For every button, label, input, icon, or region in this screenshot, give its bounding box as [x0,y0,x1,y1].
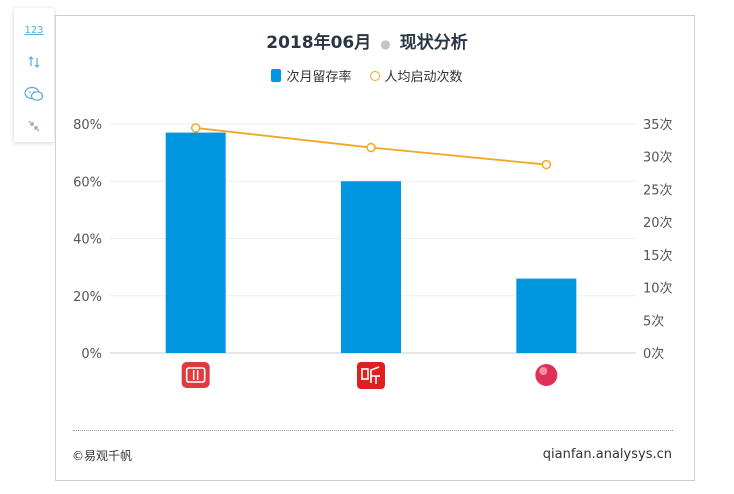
y-left-tick-label: 20% [73,290,102,305]
app-logo-3-icon [535,364,558,386]
legend-item-launches[interactable]: 人均启动次数 [369,66,463,85]
bar [165,132,226,353]
collapse-button[interactable] [14,112,54,140]
legend-line-swatch [369,70,380,81]
line-point [190,123,201,133]
y-right-tick-label: 0次 [643,346,664,362]
y-left-tick-label: 0% [81,347,102,362]
y-right-tick-label: 30次 [643,150,673,166]
y-right-tick-label: 15次 [643,248,673,264]
chart-title-subtitle: 现状分析 [399,33,468,53]
y-left-tick-label: 80% [73,118,102,133]
collapse-arrows-icon [28,120,40,132]
y-right-tick-label: 10次 [643,281,673,297]
bar [516,278,577,353]
wechat-share-button[interactable] [14,80,54,108]
footer-divider [73,430,673,431]
app-logo-2-mark [370,366,380,384]
line-point [541,159,552,170]
legend-bar-swatch [271,69,282,82]
line-point [366,142,376,153]
data-view-button[interactable]: 123 [24,24,44,36]
sort-arrows-icon [28,56,40,68]
y-right-tick-label: 20次 [643,215,673,231]
bar [341,181,401,353]
y-right-tick-label: 5次 [643,313,664,329]
title-separator: ● [380,37,391,51]
y-left-tick-label: 40% [73,233,102,248]
app-logo-1-mark [185,367,206,383]
legend-launches-label: 人均启动次数 [384,70,463,85]
sort-button[interactable] [14,48,54,76]
chart-title: 2018年06月 ● 现状分析 [0,28,734,53]
app-logo-2-mark [361,368,369,380]
chart-legend: 次月留存率 人均启动次数 [0,66,734,85]
y-right-tick-label: 25次 [643,182,673,198]
chart-toolbox: 123 [14,8,54,142]
y-right-tick-label: 35次 [643,117,673,133]
footer-copyright: ©易观千帆 [72,449,133,463]
app-logo-3-highlight [539,367,548,375]
legend-item-retention[interactable]: 次月留存率 [271,66,352,85]
wechat-icon [24,86,44,101]
legend-retention-label: 次月留存率 [286,70,352,85]
chart-title-date: 2018年06月 [266,33,372,53]
y-left-tick-label: 60% [73,175,102,190]
footer-domain: qianfan.analysys.cn [542,447,672,462]
